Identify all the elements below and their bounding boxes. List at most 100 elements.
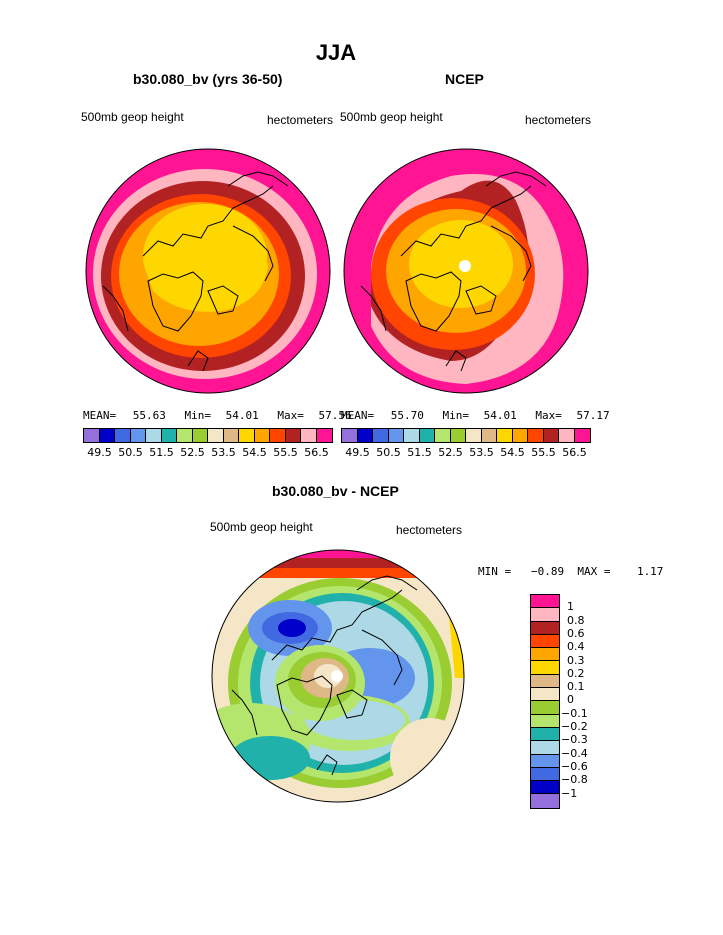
- colorbar-swatch: [531, 781, 559, 795]
- colorbar-swatch: [531, 754, 559, 768]
- colorbar-swatch: [404, 429, 420, 442]
- colorbar-swatch: [435, 429, 451, 442]
- right-stats: MEAN= 55.70 Min= 54.01 Max= 57.17: [341, 409, 610, 422]
- colorbar-swatch: [531, 767, 559, 782]
- colorbar-swatch: [342, 429, 358, 442]
- colorbar-swatch: [301, 429, 317, 442]
- colorbar-swatch: [450, 429, 466, 442]
- colorbar-swatch: [177, 429, 193, 442]
- colorbar-swatch: [531, 674, 559, 689]
- colorbar-tick-label: −0.3: [561, 733, 588, 747]
- colorbar-tick-label: −1: [561, 786, 578, 800]
- left-variable-label: 500mb geop height: [81, 110, 184, 124]
- colorbar-swatch: [388, 429, 404, 442]
- colorbar-tick-label: 56.5: [304, 446, 329, 459]
- colorbar-swatch: [531, 688, 559, 702]
- colorbar-tick-label: 55.5: [531, 446, 556, 459]
- diff-polar-map: [211, 549, 465, 803]
- right-min-value: 54.01: [483, 409, 517, 422]
- colorbar-swatch: [528, 429, 544, 442]
- colorbar-swatch: [531, 661, 559, 675]
- colorbar-tick-label: 54.5: [242, 446, 267, 459]
- left-max-value: 57.56: [318, 409, 352, 422]
- colorbar-swatch: [254, 429, 270, 442]
- left-panel-title: b30.080_bv (yrs 36-50): [133, 71, 283, 87]
- colorbar-swatch: [543, 429, 559, 442]
- colorbar-swatch: [531, 608, 559, 622]
- colorbar-swatch: [466, 429, 482, 442]
- colorbar-swatch: [208, 429, 224, 442]
- colorbar-swatch: [531, 714, 559, 728]
- colorbar-swatch: [531, 621, 559, 635]
- colorbar-tick-label: 49.5: [345, 446, 370, 459]
- left-stats: MEAN= 55.63 Min= 54.01 Max= 57.56: [83, 409, 352, 422]
- colorbar-tick-label: −0.4: [561, 746, 588, 760]
- colorbar-tick-label: 49.5: [87, 446, 112, 459]
- diff-colorbar: [530, 594, 560, 809]
- colorbar-swatch: [531, 648, 559, 662]
- colorbar-tick-label: 53.5: [469, 446, 494, 459]
- colorbar-swatch: [270, 429, 286, 442]
- colorbar-tick-label: 52.5: [438, 446, 463, 459]
- colorbar-tick-label: 0.6: [567, 626, 585, 640]
- colorbar-swatch: [99, 429, 115, 442]
- colorbar-swatch: [373, 429, 389, 442]
- left-max-label: Max=: [277, 409, 304, 422]
- colorbar-swatch: [223, 429, 239, 442]
- colorbar-swatch: [239, 429, 255, 442]
- left-min-value: 54.01: [225, 409, 259, 422]
- diff-panel-title: b30.080_bv - NCEP: [272, 483, 399, 499]
- colorbar-swatch: [531, 701, 559, 715]
- colorbar-swatch: [512, 429, 528, 442]
- colorbar-swatch: [531, 741, 559, 755]
- left-colorbar-labels: 49.5 50.5 51.5 52.5 53.5 54.5 55.5 56.5: [83, 446, 331, 460]
- colorbar-tick-label: 53.5: [211, 446, 236, 459]
- colorbar-swatch: [316, 429, 332, 442]
- colorbar-swatch: [161, 429, 177, 442]
- colorbar-tick-label: 1: [567, 600, 574, 614]
- right-colorbar-labels: 49.5 50.5 51.5 52.5 53.5 54.5 55.5 56.5: [341, 446, 589, 460]
- left-colorbar: [83, 428, 333, 443]
- colorbar-tick-label: 0.3: [567, 653, 585, 667]
- colorbar-tick-label: 0: [567, 693, 574, 707]
- colorbar-swatch: [497, 429, 513, 442]
- colorbar-swatch: [531, 727, 559, 742]
- colorbar-tick-label: −0.2: [561, 720, 588, 733]
- colorbar-swatch: [84, 429, 100, 442]
- colorbar-swatch: [115, 429, 131, 442]
- right-polar-map: [343, 148, 589, 394]
- left-polar-map: [85, 148, 331, 394]
- colorbar-tick-label: −0.6: [561, 759, 588, 773]
- colorbar-swatch: [146, 429, 162, 442]
- colorbar-swatch: [574, 429, 590, 442]
- colorbar-tick-label: 51.5: [407, 446, 432, 459]
- left-mean-label: MEAN=: [83, 409, 117, 422]
- colorbar-tick-label: 54.5: [500, 446, 525, 459]
- figure-title: JJA: [315, 40, 357, 65]
- diff-minmax: MIN = −0.89 MAX = 1.17: [478, 565, 664, 578]
- colorbar-tick-label: 0.8: [567, 613, 585, 627]
- colorbar-tick-label: 0.4: [567, 640, 585, 654]
- right-units-label: hectometers: [525, 113, 592, 127]
- colorbar-swatch: [419, 429, 435, 442]
- right-max-value: 57.17: [576, 409, 610, 422]
- diff-variable-label: 500mb geop height: [210, 520, 313, 534]
- colorbar-tick-label: 0.2: [567, 666, 585, 680]
- colorbar-tick-label: −0.1: [561, 706, 588, 720]
- right-mean-label: MEAN=: [341, 409, 375, 422]
- colorbar-tick-label: 50.5: [118, 446, 143, 459]
- right-max-label: Max=: [535, 409, 562, 422]
- colorbar-swatch: [357, 429, 373, 442]
- right-min-label: Min=: [442, 409, 470, 422]
- colorbar-swatch: [559, 429, 575, 442]
- right-mean-value: 55.70: [390, 409, 424, 422]
- colorbar-swatch: [192, 429, 208, 442]
- left-units-label: hectometers: [267, 113, 334, 127]
- right-panel-title: NCEP: [445, 71, 484, 87]
- colorbar-tick-label: 52.5: [180, 446, 205, 459]
- colorbar-swatch: [130, 429, 146, 442]
- diff-units-label: hectometers: [396, 523, 463, 537]
- colorbar-swatch: [481, 429, 497, 442]
- right-colorbar: [341, 428, 591, 443]
- colorbar-tick-label: 0.1: [567, 680, 585, 694]
